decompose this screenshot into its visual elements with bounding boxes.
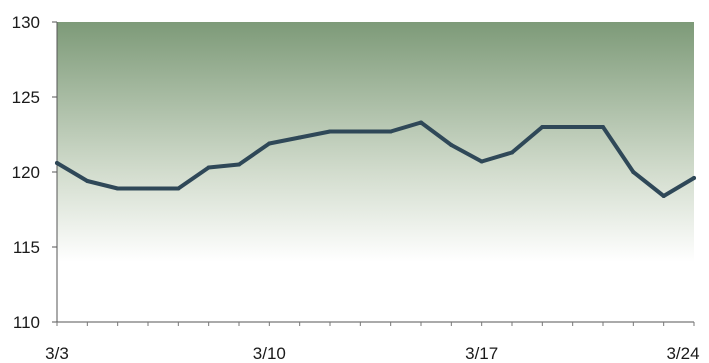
data-point — [692, 176, 696, 180]
data-point — [419, 120, 423, 125]
data-point — [267, 141, 272, 146]
data-point — [510, 150, 514, 155]
data-point — [601, 125, 605, 129]
x-tick-label: 3/3 — [45, 344, 69, 363]
y-axis: 110 115 120 125 130 — [12, 13, 58, 332]
x-tick-label: 3/24 — [666, 344, 699, 363]
data-point — [297, 135, 302, 140]
y-tick-label: 130 — [12, 13, 40, 32]
x-axis: 3/3 3/10 3/17 3/24 — [45, 321, 700, 363]
data-point — [328, 129, 332, 134]
data-point — [388, 129, 393, 134]
data-point — [176, 186, 181, 191]
x-tick-label: 3/10 — [253, 344, 286, 363]
data-point — [206, 165, 211, 170]
data-point — [479, 159, 484, 164]
y-tick-label: 125 — [12, 88, 40, 107]
x-tick-label: 3/17 — [465, 344, 498, 363]
data-point — [237, 162, 241, 167]
data-point — [85, 179, 90, 183]
data-point — [358, 129, 363, 134]
y-tick-label: 115 — [13, 238, 40, 257]
data-point — [146, 186, 150, 191]
y-tick-label: 120 — [12, 163, 40, 182]
data-point — [570, 125, 575, 129]
series-layer — [55, 120, 696, 198]
series-line — [55, 120, 696, 198]
y-tick-label: 110 — [13, 313, 40, 332]
data-point — [540, 125, 545, 129]
data-point — [55, 161, 59, 165]
plot-area — [57, 22, 694, 322]
data-point — [661, 194, 666, 198]
data-point — [631, 170, 636, 174]
data-point — [449, 143, 454, 147]
data-point — [115, 186, 120, 191]
